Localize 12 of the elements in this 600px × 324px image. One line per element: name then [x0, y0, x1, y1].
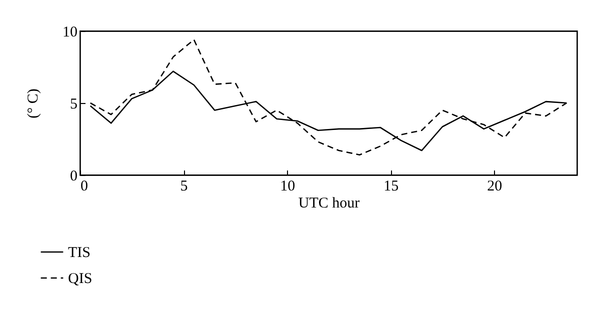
x-axis-title: UTC hour: [298, 196, 360, 212]
y-axis-title: (° C): [26, 88, 42, 118]
y-tick-label: 10: [62, 24, 78, 40]
legend-label: TIS: [68, 245, 90, 261]
x-tick-label: 0: [80, 178, 88, 194]
x-tick-label: 15: [384, 178, 399, 194]
x-tick-label: 10: [280, 178, 296, 194]
y-tick-label: 0: [70, 168, 78, 184]
x-tick-label: 5: [180, 178, 188, 194]
x-tick-label: 20: [487, 178, 502, 194]
y-tick-label: 5: [70, 96, 78, 112]
legend-label: QIS: [68, 271, 92, 287]
